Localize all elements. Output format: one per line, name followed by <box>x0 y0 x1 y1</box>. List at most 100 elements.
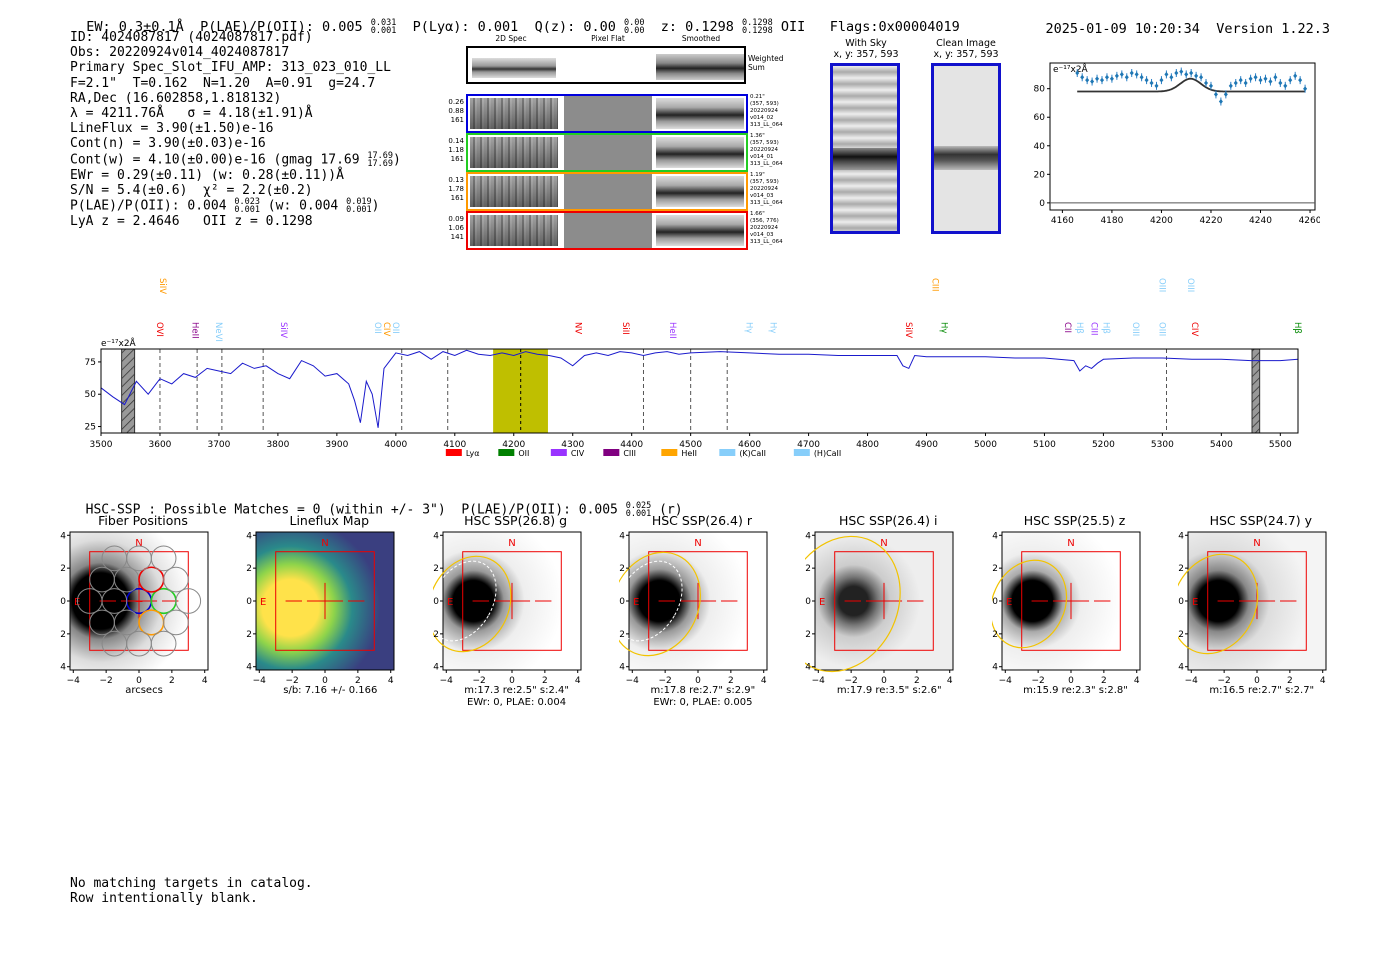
zoom-data-point <box>1090 79 1095 85</box>
hsc-panel-plot: N E −4−4 −2 −2 0 0 2 2 4 4 <box>618 531 768 686</box>
header-plae-hi: 0.031 <box>370 18 397 28</box>
cutout-2d-spec <box>470 137 558 168</box>
zoom-fit-curve <box>1077 77 1306 93</box>
info-sn: S/N = 5.4(±0.6) χ² = 2.2(±0.2) <box>70 182 313 198</box>
weighted-sum-2d <box>472 58 556 78</box>
zoom-data-point <box>1213 91 1218 97</box>
full-xtick-label: 3500 <box>90 440 113 450</box>
cutout-row-right-label: 20220924 <box>750 108 778 114</box>
header-bar: EW: 0.3±0.1Å P(LAE)/P(OII): 0.005 0.031 0… <box>70 3 960 36</box>
full-xtick-label: 5200 <box>1092 440 1115 450</box>
emission-label: CIII <box>929 278 939 291</box>
footer-block: No matching targets in catalog. Row inte… <box>70 876 313 906</box>
cutout-row-right-label: v014_03 <box>750 232 774 238</box>
hsc-east-label: E <box>1192 597 1198 608</box>
info-lineflux: LineFlux = 3.90(±1.50)e-16 <box>70 121 274 137</box>
cutout-row-right-label: (356, 776) <box>750 218 779 224</box>
header-plae: P(LAE)/P(OII): 0.005 <box>200 19 363 35</box>
zoom-data-point <box>1164 71 1169 77</box>
hsc-xtick-label: 2 <box>728 676 734 686</box>
info-contw-row: Cont(w) = 4.10(±0.00)e-16 (gmag 17.69 17… <box>70 151 401 168</box>
zoom-data-point <box>1169 74 1174 80</box>
emission-label: Hγ <box>767 322 777 333</box>
zoom-data-point <box>1129 70 1134 76</box>
clean-image <box>931 63 1001 234</box>
hsc-xtick-label: 0 <box>881 676 887 686</box>
zoom-data-point <box>1095 76 1100 82</box>
full-xtick-label: 4000 <box>384 440 407 450</box>
with-sky-emission-band <box>833 148 897 170</box>
cutout-row-right-label: 1.36" <box>750 133 765 139</box>
hsc-panel-footer: s/b: 7.16 +/- 0.166 <box>236 685 424 697</box>
cutout-row-left-label: 0.26 <box>448 98 464 106</box>
zoom-xtick-label: 4220 <box>1200 216 1223 226</box>
zoom-data-point <box>1223 91 1228 97</box>
full-xtick-label: 4200 <box>502 440 525 450</box>
hsc-aperture-box <box>89 551 189 651</box>
cutout-row-left-label: 0.13 <box>448 176 464 184</box>
zoom-data-point <box>1119 71 1124 77</box>
header-flags: Flags:0x00004019 <box>829 19 960 35</box>
cutout-2d-spec <box>470 215 558 246</box>
header-right: 2025-01-09 10:20:34 Version 1.22.3 <box>1029 5 1331 37</box>
cutout-row-right-label: 313_LL_064 <box>750 161 783 167</box>
hsc-ytick-label: −4 <box>1178 663 1184 673</box>
footer-line1: No matching targets in catalog. <box>70 876 313 891</box>
hsc-xtick-label: −4 <box>626 676 640 686</box>
hsc-xtick-label: 2 <box>169 676 175 686</box>
full-ylabel: e⁻¹⁷x2Å <box>101 337 137 349</box>
info-id: ID: 4024087817 (4024087817.pdf) <box>70 30 313 45</box>
hsc-ytick-label: 2 <box>992 564 998 574</box>
masked-region <box>1251 348 1261 434</box>
hsc-xtick-label: 0 <box>509 676 515 686</box>
col-title-smooth: Smoothed <box>681 34 721 43</box>
header-plae-lo: 0.001 <box>370 26 397 36</box>
cutout-row-left-labels: 0.09 1.06 141 <box>444 215 464 242</box>
hsc-xtick-label: 4 <box>1133 676 1139 686</box>
hsc-xtick-label: 2 <box>1100 676 1106 686</box>
hsc-ytick-label: −2 <box>246 630 252 640</box>
zoom-data-point <box>1233 80 1238 86</box>
hsc-xtick-label: −2 <box>658 676 671 686</box>
cutout-row: 0.13 1.78 161 1.19" (357, 593) 20220924 v014_0… <box>448 172 783 212</box>
cutout-smoothed <box>656 176 744 207</box>
hsc-panel-footer: m:17.3 re:2.5" s:2.4" EWr: 0, PLAE: 0.004 <box>423 685 611 709</box>
hsc-ytick-label: 0 <box>60 597 66 607</box>
hsc-xtick-label: −2 <box>100 676 113 686</box>
cutout-smoothed <box>656 215 744 246</box>
header-z-hi: 0.1298 <box>742 18 773 28</box>
header-qz-lo: 0.00 <box>624 26 645 36</box>
fiber-circle <box>89 609 115 636</box>
hsc-north-label: N <box>508 538 515 549</box>
emission-label: Hβ <box>1074 322 1084 334</box>
cutout-row-right-label: 313_LL_064 <box>750 200 783 206</box>
fiber-center-mark: + <box>134 595 143 608</box>
full-ytick-label: 25 <box>85 423 96 433</box>
zoom-ytick-label: 0 <box>1039 199 1045 209</box>
full-axes-frame <box>100 348 1299 434</box>
info-plae-w: (w: 0.004 <box>267 198 339 214</box>
cutout-row-right-label: (357, 593) <box>750 140 779 146</box>
zoom-data-point <box>1179 69 1184 75</box>
cutout-row-right-label: 1.66" <box>750 211 765 217</box>
hsc-panel-plot: N E −4−4 −2 −2 0 0 2 2 4 4 <box>432 531 582 686</box>
cutout-row-right-label: 20220924 <box>750 225 778 231</box>
cutout-row-left-labels: 0.14 1.18 161 <box>444 137 464 164</box>
emission-label: OIII <box>1185 278 1195 292</box>
cutout-row-right-labels: 1.19" (357, 593) 20220924 v014_03 313_LL_064 <box>750 172 790 207</box>
full-xtick-label: 5400 <box>1210 440 1233 450</box>
hsc-xtick-label: 2 <box>542 676 548 686</box>
cutout-row-left-label: 0.09 <box>448 215 464 223</box>
legend-swatch <box>498 449 515 456</box>
hsc-xtick-label: −4 <box>253 676 267 686</box>
cutout-row-frame <box>466 94 748 133</box>
cutout-pixel-flat <box>564 213 652 248</box>
info-redshifts: LyA z = 2.4646 OII z = 0.1298 <box>70 214 313 230</box>
hsc-panel-title: HSC SSP(26.8) g <box>464 513 568 528</box>
footer-line2: Row intentionally blank. <box>70 891 258 906</box>
header-ew: EW: 0.3±0.1Å <box>86 19 184 35</box>
hsc-panel-footer: m:17.9 re:3.5" s:2.6" <box>795 685 983 697</box>
zoom-data-point <box>1174 70 1179 76</box>
zoom-data-point <box>1243 80 1248 86</box>
